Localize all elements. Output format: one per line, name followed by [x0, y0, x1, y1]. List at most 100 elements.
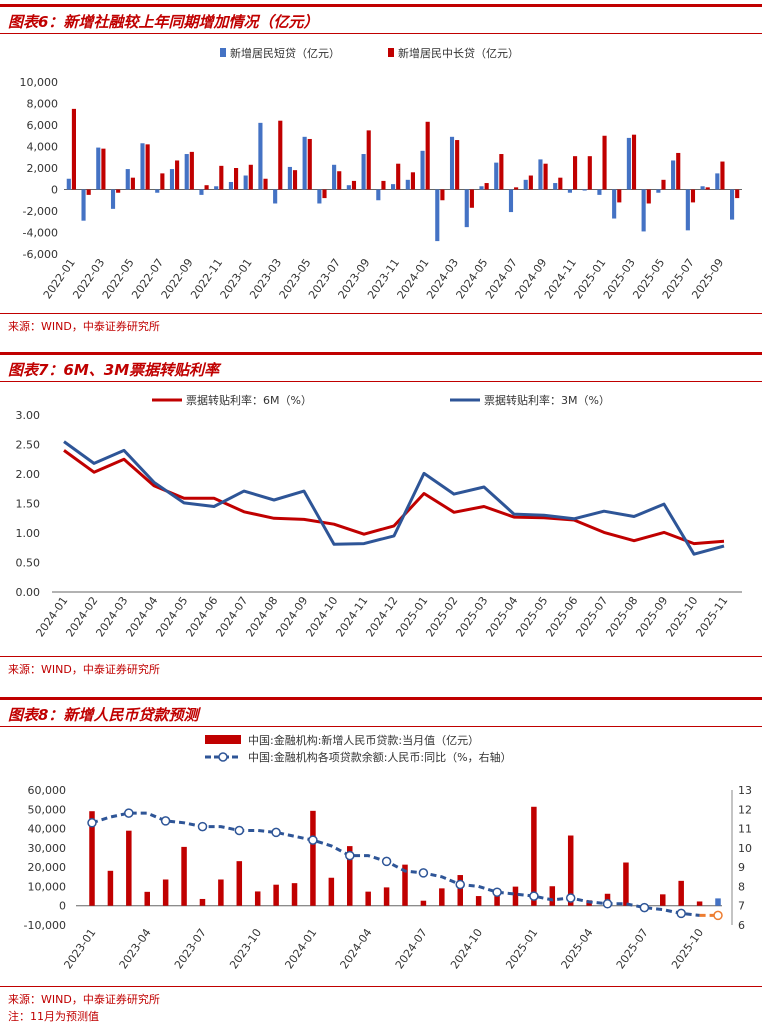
series-line-yoy	[91, 811, 700, 917]
bar-long-2024-06	[499, 154, 504, 190]
x-tick-label: 2024-04	[338, 926, 375, 971]
bar-short-2024-05	[479, 186, 484, 190]
chart7-source-divider	[0, 656, 762, 657]
bar-long-2022-11	[219, 165, 224, 190]
bar-long-2022-01	[71, 108, 76, 190]
bar-long-2022-08	[175, 160, 180, 190]
bar-short-2024-10	[553, 183, 558, 190]
x-tick-label: 2025-07	[614, 926, 651, 971]
bar-long-2022-03	[101, 148, 106, 190]
bar-loans-2024-01	[310, 810, 316, 906]
legend-swatch-loans	[205, 735, 241, 744]
x-tick-label: 2024-10	[448, 926, 485, 971]
chart7-svg: 票据转贴利率：6M（%） 票据转贴利率：3M（%） 3.00 2.50 2.00 1.50…	[16, 393, 742, 639]
bar-long-2024-05	[484, 183, 489, 190]
bar-short-2022-03	[96, 147, 101, 190]
y-tick-label: -2,000	[23, 205, 58, 218]
bar-short-2024-12	[582, 189, 587, 191]
bar-long-2025-08	[705, 187, 710, 190]
y2-tick-label: 11	[738, 823, 752, 836]
bar-short-2025-06	[671, 160, 676, 190]
legend-label-1: 新增居民中长贷（亿元）	[398, 46, 519, 60]
x-tick-label: 2024-01	[282, 926, 319, 971]
bar-short-2022-06	[140, 143, 145, 190]
bar-short-2025-02	[612, 189, 617, 219]
bar-long-2022-09	[189, 151, 194, 190]
bar-long-2025-04	[646, 189, 651, 204]
point-yoy-2024-05	[381, 856, 392, 867]
legend-marker-yoy	[218, 752, 228, 762]
bar-short-2023-01	[243, 175, 248, 190]
bar-short-2025-04	[641, 189, 646, 232]
y-tick-label: 2.50	[16, 439, 41, 452]
legend-label-0: 票据转贴利率：6M（%）	[186, 393, 312, 407]
bar-long-2024-01	[425, 121, 430, 190]
chart8-svg: 中国:金融机构:新增人民币贷款:当月值（亿元） 中国:金融机构各项贷款余额:人民币…	[24, 733, 752, 971]
point-yoy-2025-09	[676, 908, 686, 919]
bar-short-2024-07	[508, 189, 514, 213]
bar-short-2023-03	[273, 189, 278, 204]
bar-long-2025-10	[735, 189, 740, 199]
bar-long-2024-03	[455, 140, 460, 190]
bar-loans-2023-10	[254, 891, 261, 906]
chart7-source: 来源：WIND，中泰证券研究所	[8, 663, 160, 676]
bar-short-2023-06	[317, 189, 322, 204]
bar-loans-2025-09	[678, 880, 684, 906]
bar-short-2023-10	[376, 189, 381, 201]
bar-loans-2023-11	[273, 884, 279, 906]
bar-loans-2024-11	[494, 894, 500, 906]
point-yoy-2025-07	[639, 902, 650, 913]
point-yoy-2023-09	[234, 825, 245, 836]
bar-loans-2024-05	[383, 887, 390, 906]
bar-short-2025-03	[626, 137, 631, 190]
bar-short-2022-04	[110, 189, 116, 209]
y-tick-label: 4,000	[27, 141, 59, 154]
bar-loans-2024-08	[439, 888, 445, 906]
bar-long-2024-04	[469, 189, 474, 208]
y-tick-label: 3.00	[16, 409, 41, 422]
bar-short-2022-07	[155, 189, 160, 193]
point-yoy-2023-01	[87, 818, 97, 828]
bar-loans-2023-09	[236, 861, 243, 906]
bar-loans-2024-09	[457, 875, 463, 906]
point-yoy-2025-05	[602, 899, 613, 909]
bar-short-2024-09	[538, 159, 543, 190]
chart6-svg: 新增居民短贷（亿元） 新增居民中长贷（亿元） 10,000 8,000 6,000 4,0…	[20, 46, 742, 301]
bar-loans-2023-03	[126, 830, 132, 906]
y-tick-label: 10,000	[28, 880, 67, 893]
chart6-title: 图表6：新增社融较上年同期增加情况（亿元）	[8, 13, 319, 31]
bar-short-2025-01	[597, 189, 602, 195]
bar-loans-2023-12	[291, 883, 298, 906]
bar-long-2023-02	[263, 178, 268, 190]
bar-loans-2023-05	[162, 879, 169, 906]
bar-long-2022-10	[204, 185, 209, 190]
bar-short-2024-11	[567, 189, 572, 193]
y-tick-label: -4,000	[23, 227, 58, 240]
bar-long-2025-01	[602, 135, 607, 190]
bar-short-2022-05	[125, 169, 130, 190]
bar-long-2022-02	[86, 189, 91, 195]
bar-long-2023-04	[292, 170, 298, 190]
legend-label-yoy: 中国:金融机构各项贷款余额:人民币:同比（%，右轴）	[248, 750, 512, 764]
bar-long-2023-11	[396, 163, 401, 190]
bar-long-2025-09	[720, 161, 725, 190]
y-tick-label: 8,000	[27, 98, 59, 111]
bar-short-2023-05	[302, 136, 307, 190]
bar-loans-2024-12	[512, 886, 519, 906]
bar-long-2024-02	[440, 189, 445, 201]
legend-label-0: 新增居民短贷（亿元）	[230, 46, 340, 60]
bar-loans-2025-02	[549, 886, 556, 906]
bar-loans-2024-06	[402, 864, 408, 906]
bar-long-2022-06	[145, 144, 150, 190]
x-tick-label: 2024-07	[393, 926, 430, 971]
y-tick-label: 6,000	[27, 119, 59, 132]
bar-long-2023-05	[307, 138, 312, 190]
bar-short-2023-04	[287, 166, 292, 190]
bar-short-2025-08	[700, 186, 705, 190]
y-tick-label: 0	[51, 184, 58, 197]
x-tick-label: 2025-01	[503, 926, 540, 971]
bar-loans-2024-03	[347, 846, 353, 906]
bar-loans-2023-08	[218, 879, 224, 906]
x-tick-label: 2023-07	[172, 926, 209, 971]
chart7-title: 图表7：6M、3M票据转贴利率	[8, 361, 220, 379]
